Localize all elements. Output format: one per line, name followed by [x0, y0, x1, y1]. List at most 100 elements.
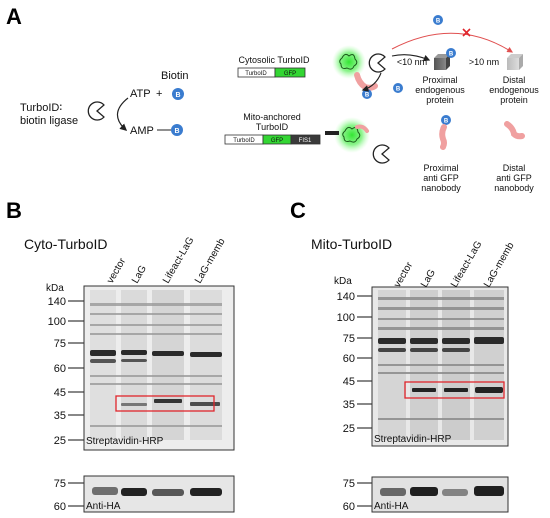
proximal-protein-line1: Proximal — [422, 75, 457, 85]
panel-b-ladder-100: 100 — [48, 316, 66, 328]
distal-nanobody-icon — [504, 121, 525, 140]
blocked-x-icon — [462, 28, 471, 37]
panel-b-title: Cyto-TurboID — [24, 236, 108, 252]
mito-construct-title-1: Mito-anchored — [243, 112, 301, 122]
cyto-gfp-segment — [274, 67, 306, 78]
panel-c-letter: C — [290, 198, 306, 223]
distal-nanobody-line2: anti GFP — [496, 173, 532, 183]
panel-c-highlight-box — [404, 381, 505, 399]
panel-c-ladder-35: 35 — [343, 399, 355, 411]
distal-biotin-text: B — [436, 19, 441, 25]
distal-protein-line3: protein — [500, 95, 528, 105]
panel-b-kda: kDa — [46, 283, 64, 294]
panel-a: A TurboID∶ biotin ligase Biotin ATP + B … — [6, 4, 539, 193]
amp-biotin-icon — [171, 124, 183, 136]
turboid-label: TurboID∶ — [20, 102, 62, 114]
proximal-nanobody-line3: nanobody — [421, 183, 461, 193]
panel-c-lane-vector: vector — [392, 260, 415, 290]
proximal-biotin-text: B — [449, 52, 454, 58]
distance-far-label: >10 nm — [469, 57, 499, 67]
mito-fis1-segment — [290, 134, 321, 145]
plus-sign: + — [156, 88, 162, 100]
panel-c-lane-lifeact-lag: Lifeact-LaG — [449, 239, 484, 289]
distal-protein-line1: Distal — [503, 75, 526, 85]
panel-b-highlight-box — [115, 395, 215, 412]
panel-c-kda: kDa — [334, 276, 352, 287]
biotin-ligase-label: biotin ligase — [20, 115, 78, 127]
mito-gfp-glow-icon — [334, 117, 370, 153]
panel-c-ha-label: Anti-HA — [374, 501, 409, 512]
proximal-protein-cube-icon — [434, 54, 450, 70]
panel-c-streptavidin-blot: Streptavidin-HRP — [371, 286, 509, 447]
reaction-arrow — [116, 97, 129, 131]
gfp-glow-icon — [332, 45, 366, 79]
mito-gfp-barrel-icon — [342, 126, 361, 143]
panel-c-ladder-45: 45 — [343, 376, 355, 388]
proximal-nanobody-biotin-icon — [441, 115, 451, 125]
amp-biotin-badge-text: B — [174, 128, 179, 135]
panel-b-ladder-140: 140 — [48, 296, 66, 308]
mito-nanobody-icon — [355, 124, 369, 133]
panel-c-lane-lag-memb: LaG-memb — [482, 240, 517, 289]
proximal-nanobody-line1: Proximal — [423, 163, 458, 173]
cyto-construct-title: Cytosolic TurboID — [238, 55, 310, 65]
panel-c-ladder-100: 100 — [337, 312, 355, 324]
panel-c-title: Mito-TurboID — [311, 236, 392, 252]
panel-c-ha-ladder-60: 60 — [343, 501, 355, 513]
panel-b-blot-label: Streptavidin-HRP — [86, 436, 164, 447]
proximal-nanobody-icon — [439, 124, 447, 150]
gfp-barrel-icon — [339, 53, 358, 70]
biotin-label: Biotin — [161, 70, 189, 82]
distal-arrow — [391, 32, 514, 53]
panel-c: C Mito-TurboID vector LaG Lifeact-LaG La… — [290, 198, 517, 513]
panel-b-ha-ladder-75: 75 — [54, 478, 66, 490]
mito-turboid-label: TurboID — [233, 138, 255, 144]
fis1-anchor-icon — [325, 131, 339, 135]
panel-b: B Cyto-TurboID vector LaG Lifeact-LaG La… — [6, 198, 235, 513]
proximal-nanobody-line2: anti GFP — [423, 173, 459, 183]
panel-c-ladder-75: 75 — [343, 333, 355, 345]
proximal-arrow — [391, 54, 431, 61]
cyto-turboid-label: TurboID — [245, 71, 267, 77]
proximal-protein-line2: endogenous — [415, 85, 465, 95]
panel-b-streptavidin-blot: Streptavidin-HRP — [83, 285, 235, 451]
distal-protein-cube-icon — [507, 54, 523, 70]
panel-b-lane-lag: LaG — [130, 263, 149, 285]
panel-b-ladder-35: 35 — [54, 410, 66, 422]
panel-c-ha-ladder-75: 75 — [343, 478, 355, 490]
panel-b-lane-vector: vector — [105, 256, 128, 286]
panel-b-letter: B — [6, 198, 22, 223]
atp-label: ATP — [130, 88, 151, 100]
mito-fis1-label: FIS1 — [299, 138, 312, 144]
panel-b-ha-label: Anti-HA — [86, 501, 121, 512]
mito-construct-title-2: TurboID — [256, 122, 289, 132]
panel-b-ladder-25: 25 — [54, 435, 66, 447]
panel-b-anti-ha-blot: Anti-HA — [83, 475, 235, 513]
released-biotin-text: B — [396, 87, 401, 93]
panel-c-anti-ha-blot: Anti-HA — [371, 476, 509, 513]
panel-c-lane-lag: LaG — [419, 267, 438, 289]
panel-c-blot-label: Streptavidin-HRP — [374, 434, 452, 445]
mito-turboid-pacman-icon — [372, 144, 390, 164]
proximal-nanobody-biotin-text: B — [444, 119, 449, 125]
pacman-enzyme-icon — [87, 101, 105, 121]
distal-protein-line2: endogenous — [489, 85, 539, 95]
panel-c-ladder-25: 25 — [343, 423, 355, 435]
distal-nanobody-line3: nanobody — [494, 183, 534, 193]
panel-b-ladder-75: 75 — [54, 338, 66, 350]
amp-label: AMP — [130, 125, 154, 137]
mito-gfp-label: GFP — [271, 138, 283, 144]
nanobody-biotin-text: B — [365, 93, 370, 99]
biotin-icon — [172, 88, 184, 100]
panel-b-ladder-60: 60 — [54, 363, 66, 375]
proximal-biotin-icon — [446, 48, 456, 58]
distal-biotin-icon — [433, 15, 443, 25]
panel-c-ladder-60: 60 — [343, 353, 355, 365]
panel-b-ladder-45: 45 — [54, 387, 66, 399]
panel-b-ha-ladder-60: 60 — [54, 501, 66, 513]
panel-b-lane-lifeact-lag: Lifeact-LaG — [161, 235, 196, 285]
turboid-pacman-icon — [368, 53, 386, 73]
released-biotin-icon — [393, 83, 403, 93]
panel-c-ladder-140: 140 — [337, 291, 355, 303]
